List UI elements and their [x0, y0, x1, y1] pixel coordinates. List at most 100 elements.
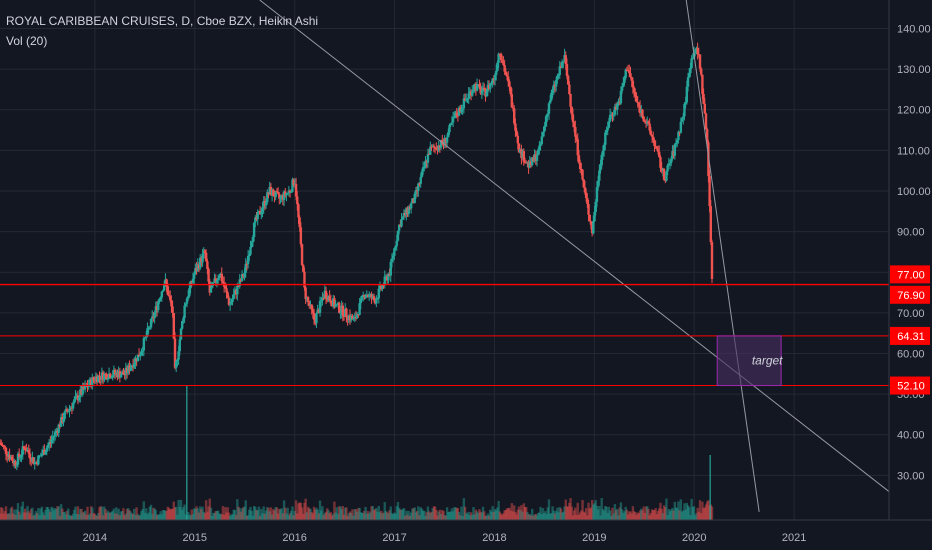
x-tick-label: 2014 — [83, 532, 107, 544]
candle-body — [73, 399, 76, 403]
volume-bar — [74, 506, 77, 520]
volume-bar — [173, 507, 177, 520]
volume-indicator-label[interactable]: Vol (20) — [6, 34, 48, 48]
volume-bar — [384, 511, 388, 520]
candle-body — [575, 136, 578, 140]
volume-bar — [355, 511, 359, 520]
candle-body — [674, 142, 678, 145]
candle-body — [20, 454, 23, 457]
volume-bar — [415, 510, 419, 520]
candle-body — [652, 136, 655, 141]
volume-bar — [113, 513, 117, 520]
candle-body — [355, 314, 359, 319]
candle-body — [245, 263, 249, 265]
volume-bar — [251, 515, 255, 520]
candle-body — [315, 313, 318, 324]
candle-body — [49, 442, 52, 444]
volume-bar — [80, 508, 83, 520]
volume-bar — [330, 515, 334, 520]
candle-body — [691, 57, 695, 59]
volume-bar — [256, 510, 259, 520]
volume-bar — [662, 505, 666, 520]
volume-bar — [475, 511, 479, 520]
candle-body — [509, 86, 512, 95]
time-axis[interactable]: 2014 2015 2016 2017 2018 2019 2020 2021 — [83, 532, 807, 544]
volume-bar — [618, 507, 621, 520]
volume-bar — [204, 500, 208, 520]
volume-bar — [417, 506, 420, 520]
candle-body — [580, 169, 583, 171]
candle-body — [110, 377, 113, 379]
y-tick-label: 40.00 — [897, 430, 925, 442]
volume-bar — [338, 506, 341, 520]
volume-bar — [327, 510, 330, 520]
candle-body — [171, 306, 174, 314]
candle-body — [667, 164, 671, 166]
candle-body — [251, 236, 255, 243]
candle-body — [321, 298, 324, 301]
volume-bar — [604, 506, 607, 520]
candle-body — [437, 145, 440, 151]
volume-bar — [706, 501, 709, 520]
volume-bar — [226, 507, 229, 520]
volume-bar — [521, 511, 524, 520]
candle-body — [656, 148, 660, 152]
candle-body — [544, 121, 547, 127]
volume-bar — [529, 515, 533, 520]
volume-bar — [394, 513, 397, 520]
volume-bar — [92, 512, 95, 520]
price-label-text: 76.90 — [897, 290, 925, 302]
volume-bar — [658, 508, 661, 520]
volume-bar — [560, 512, 564, 520]
candle-body — [612, 114, 615, 116]
volume-bar — [665, 498, 668, 520]
candle-body — [160, 291, 164, 298]
volume-bar — [106, 510, 110, 520]
volume-bar — [76, 506, 80, 520]
volume-bar — [334, 512, 337, 520]
volume-bar — [308, 508, 311, 520]
price-label-text: 64.31 — [897, 331, 925, 343]
candle-body — [192, 274, 196, 279]
volume-bar — [414, 512, 418, 520]
volume-bar — [628, 511, 631, 520]
candle-body — [312, 312, 316, 320]
candle-body — [624, 69, 627, 78]
volume-bar — [593, 503, 596, 520]
candle-body — [16, 453, 20, 465]
volume-bar — [13, 509, 16, 520]
candle-body — [546, 113, 549, 116]
volume-bar — [453, 507, 456, 520]
symbol-title[interactable]: ROYAL CARIBBEAN CRUISES, D, Cboe BZX, He… — [6, 14, 319, 28]
volume-bar — [468, 515, 472, 520]
volume-bar — [163, 509, 166, 520]
volume-bar — [526, 512, 529, 520]
candle-body — [178, 339, 181, 352]
volume-bar — [656, 510, 660, 520]
volume-bar — [291, 506, 294, 520]
volume-bar — [312, 506, 316, 520]
candle-body — [153, 312, 156, 319]
candle-body — [449, 123, 452, 126]
candle-body — [491, 78, 494, 84]
candle-body — [167, 294, 171, 297]
candle-body — [83, 385, 87, 390]
candle-body — [57, 424, 60, 433]
volume-bar — [602, 510, 606, 520]
candle-body — [584, 192, 588, 198]
volume-bar — [288, 513, 292, 520]
volume-bar — [423, 510, 426, 520]
volume-bar — [607, 506, 611, 520]
volume-bar — [634, 512, 637, 520]
volume-bar — [409, 512, 413, 520]
volume-bar — [213, 512, 216, 520]
candle-body — [566, 75, 570, 85]
volume-bar — [456, 507, 460, 520]
volume-bar — [221, 506, 225, 520]
volume-bar — [177, 499, 180, 520]
volume-bar — [556, 507, 559, 520]
candle-body — [391, 255, 395, 259]
volume-bar — [397, 507, 401, 520]
candle-body — [390, 258, 394, 262]
